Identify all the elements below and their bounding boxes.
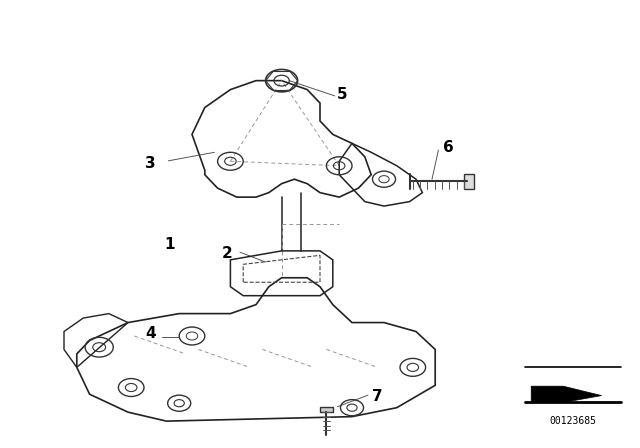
Text: 4: 4 bbox=[145, 326, 156, 341]
Polygon shape bbox=[531, 386, 602, 402]
Text: 6: 6 bbox=[443, 140, 453, 155]
Text: 2: 2 bbox=[222, 246, 232, 261]
Text: 5: 5 bbox=[337, 86, 348, 102]
Bar bbox=[464, 174, 474, 189]
Text: 7: 7 bbox=[372, 389, 383, 404]
Text: 00123685: 00123685 bbox=[549, 416, 596, 426]
Bar bbox=[320, 407, 333, 412]
Text: 3: 3 bbox=[145, 156, 156, 171]
Text: 1: 1 bbox=[164, 237, 175, 252]
